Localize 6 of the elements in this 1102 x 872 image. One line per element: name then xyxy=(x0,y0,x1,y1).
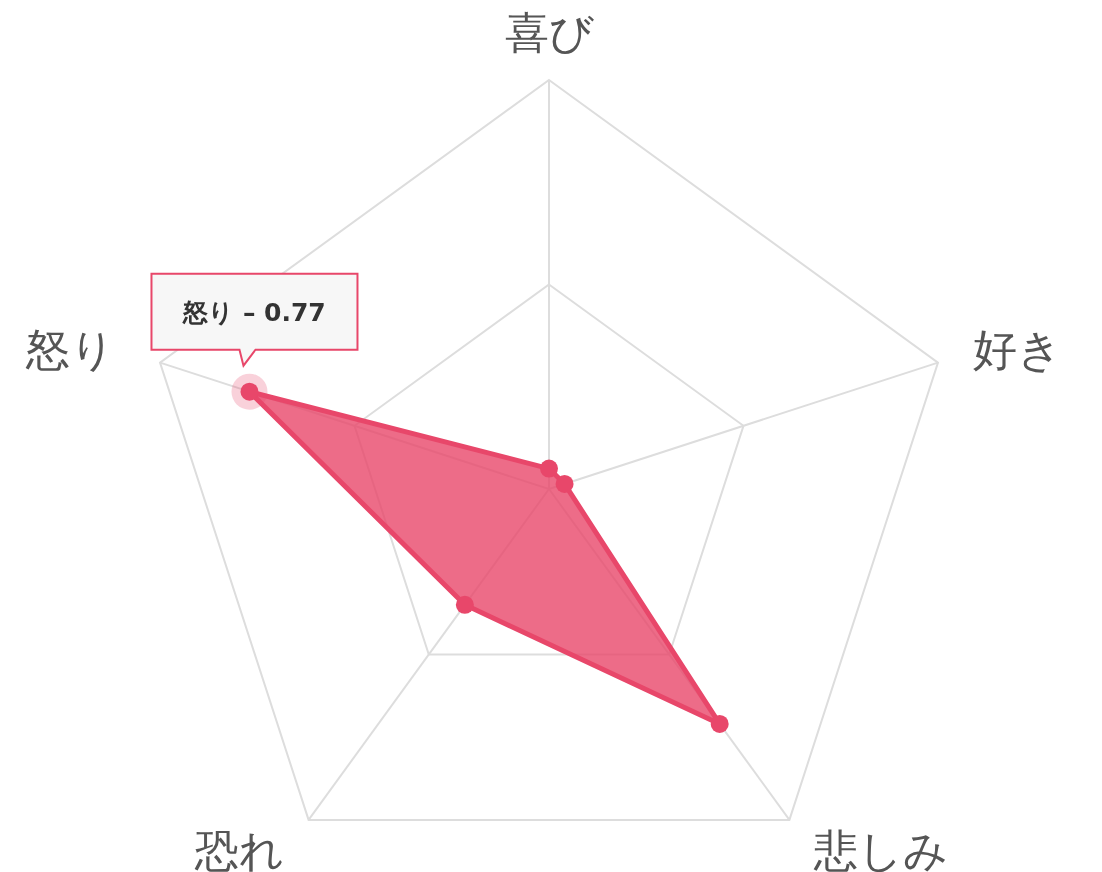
spoke-label: 恐れ xyxy=(193,824,284,872)
spoke-label: 怒り xyxy=(25,323,116,375)
text: 怒り – 0.77 xyxy=(183,297,326,327)
spoke-label: 喜び xyxy=(504,7,594,58)
spoke-label: 悲しみ xyxy=(813,824,949,872)
spoke-label: 好き xyxy=(972,323,1062,375)
